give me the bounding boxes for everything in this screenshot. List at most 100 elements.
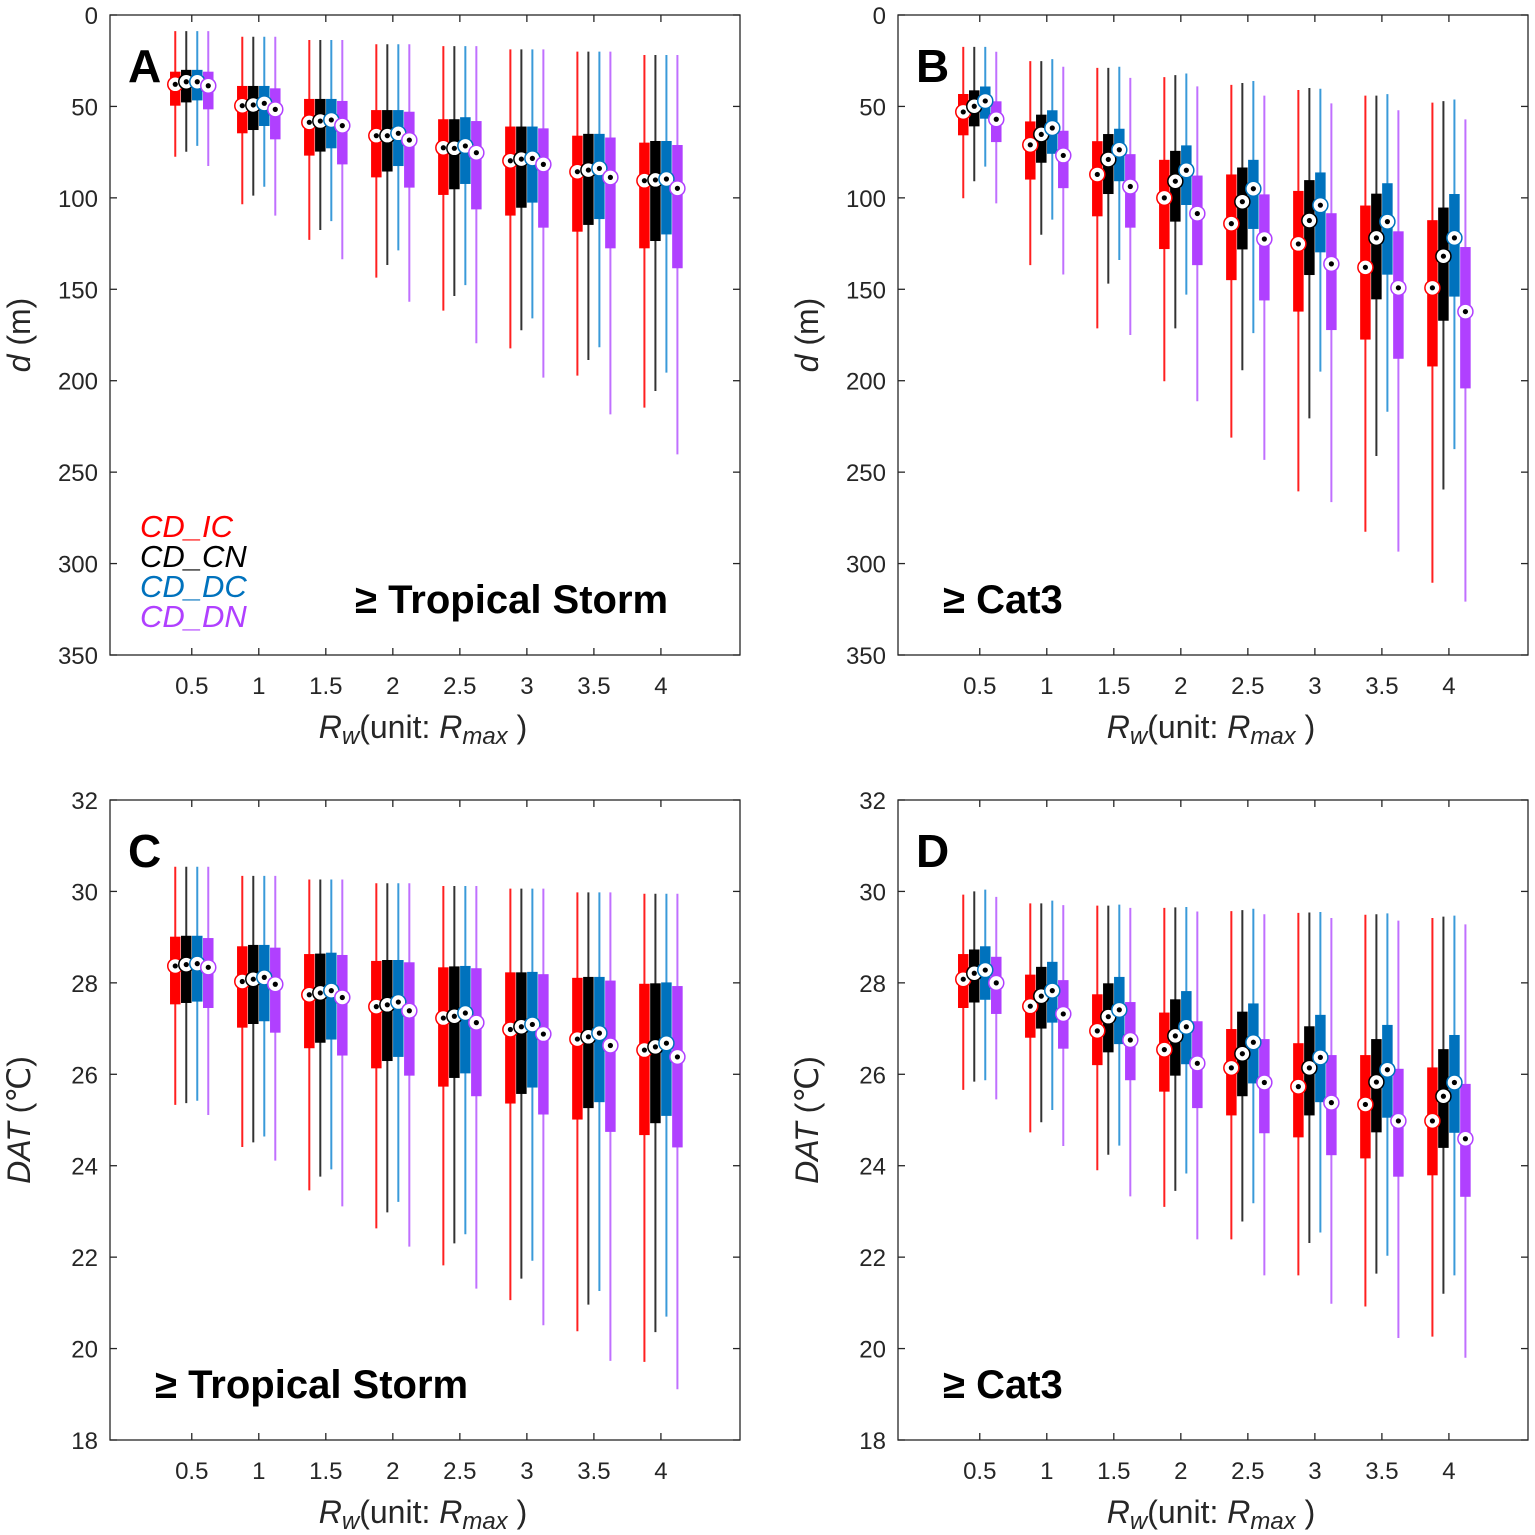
median-dot <box>529 1021 535 1028</box>
box-iqr <box>438 967 449 1087</box>
median-dot <box>663 1040 670 1046</box>
median-dot <box>1183 1024 1189 1030</box>
median-dot <box>529 155 535 161</box>
x-tick-label: 1 <box>252 1458 265 1485</box>
median-dot <box>1440 1093 1447 1099</box>
y-tick-label: 50 <box>859 94 886 121</box>
y-tick-label: 300 <box>846 552 886 579</box>
panel-a: 0 50 100 150 200 250 300 350 0.5 1 1.5 2 2.5 3 3.5 4 A ≥ … <box>1 3 741 750</box>
y-axis-label: DAT (℃) <box>1 1056 37 1184</box>
median-dot <box>272 981 278 987</box>
box-cd-cn <box>1371 95 1382 457</box>
box-iqr <box>605 137 616 249</box>
x-label-sub-w: w <box>1130 1508 1149 1535</box>
median-dot <box>1395 285 1401 291</box>
median-dot <box>540 1031 546 1037</box>
box-cd-ic <box>639 55 650 408</box>
x-tick-label: 3 <box>1308 673 1321 700</box>
median-dot <box>993 980 999 986</box>
box-cd-ic <box>505 49 516 349</box>
box-iqr <box>583 133 594 225</box>
panel-letter: B <box>916 40 949 92</box>
x-label-close: ) <box>1296 709 1316 745</box>
x-label-sub-max: max <box>462 723 508 750</box>
median-dot <box>507 158 513 164</box>
median-dot <box>1261 1079 1267 1086</box>
x-axis-label: Rw(unit: Rmax ) <box>319 709 527 750</box>
category-annotation: ≥ Cat3 <box>943 578 1063 622</box>
y-tick-label: 300 <box>58 552 98 579</box>
box-iqr <box>672 986 683 1148</box>
box-cd-dn <box>471 46 482 344</box>
box-cd-ic <box>639 893 650 1362</box>
x-tick-label: 1 <box>1040 1458 1053 1485</box>
box-iqr <box>538 128 549 228</box>
y-tick-label: 250 <box>58 460 98 487</box>
median-dot <box>473 1020 479 1026</box>
box-cd-dn <box>538 888 549 1326</box>
y-axis-label: d (m) <box>789 298 825 373</box>
median-dot <box>1027 1003 1033 1009</box>
median-dot <box>993 116 999 122</box>
median-dot <box>1373 235 1379 241</box>
median-dot <box>306 992 312 998</box>
y-tick-label: 30 <box>859 879 886 906</box>
median-dot <box>1239 1051 1245 1057</box>
x-axis-label: Rw(unit: Rmax ) <box>1107 709 1315 750</box>
median-dot <box>1094 171 1100 178</box>
x-label-r2: R <box>1227 709 1250 745</box>
panel-c: 18 20 22 24 26 28 30 32 0.5 1 1.5 2 2.5 3 3.5 4 C ≥ Tropi… <box>1 788 741 1535</box>
x-tick-label: 1 <box>252 673 265 700</box>
median-dot <box>339 994 345 1001</box>
median-dot <box>451 1013 457 1019</box>
median-dot <box>451 145 457 151</box>
median-dot <box>982 98 988 104</box>
x-tick-label: 0.5 <box>963 1458 996 1485</box>
y-tick-label: 50 <box>71 94 98 121</box>
median-dot <box>585 167 591 173</box>
box-iqr <box>1371 193 1382 300</box>
panel-d: 18 20 22 24 26 28 30 32 0.5 1 1.5 2 2.5 3 3.5 4 D ≥ Cat3 R… <box>789 788 1529 1535</box>
axes-frame <box>897 799 1529 1441</box>
y-tick-label: 30 <box>71 879 98 906</box>
x-label-unit: (unit: <box>1147 709 1227 745</box>
y-tick-label: 0 <box>85 3 98 30</box>
legend-entry: CD_CN <box>140 539 247 574</box>
y-tick-label: 200 <box>58 369 98 396</box>
median-dot <box>1239 199 1245 205</box>
box-cd-ic <box>505 888 516 1301</box>
x-tick-label: 1.5 <box>309 673 342 700</box>
x-tick-label: 4 <box>1442 673 1455 700</box>
median-dot <box>540 161 546 167</box>
x-label-close: ) <box>508 709 528 745</box>
median-dot <box>1250 186 1256 192</box>
median-dot <box>1194 210 1200 217</box>
x-label-sub-max: max <box>1250 723 1296 750</box>
median-dot <box>674 185 681 191</box>
y-tick-label: 150 <box>58 277 98 304</box>
box-iqr <box>471 121 482 210</box>
box-cd-dn <box>672 893 683 1390</box>
median-dot <box>1105 156 1111 163</box>
x-label-r: R <box>319 1494 342 1530</box>
median-dot <box>317 118 323 124</box>
y-tick-label: 22 <box>71 1245 98 1272</box>
x-tick-label: 2.5 <box>443 1458 476 1485</box>
median-dot <box>406 137 412 143</box>
axes-frame <box>109 799 741 1441</box>
x-tick-label: 1.5 <box>1097 673 1130 700</box>
box-iqr <box>639 142 650 249</box>
category-annotation: ≥ Cat3 <box>943 1363 1063 1407</box>
median-dot <box>384 1002 390 1008</box>
y-label-var: DAT <box>789 1120 825 1184</box>
x-label-close: ) <box>508 1494 528 1530</box>
median-dot <box>1440 253 1447 259</box>
x-axis-label: Rw(unit: Rmax ) <box>1107 1494 1315 1535</box>
median-dot <box>1328 1100 1334 1106</box>
median-dot <box>473 150 479 156</box>
x-axis-label: Rw(unit: Rmax ) <box>319 1494 527 1535</box>
x-tick-label: 3.5 <box>1365 673 1398 700</box>
x-tick-label: 2.5 <box>443 673 476 700</box>
median-dot <box>1384 1067 1390 1073</box>
median-dot <box>1049 125 1055 131</box>
